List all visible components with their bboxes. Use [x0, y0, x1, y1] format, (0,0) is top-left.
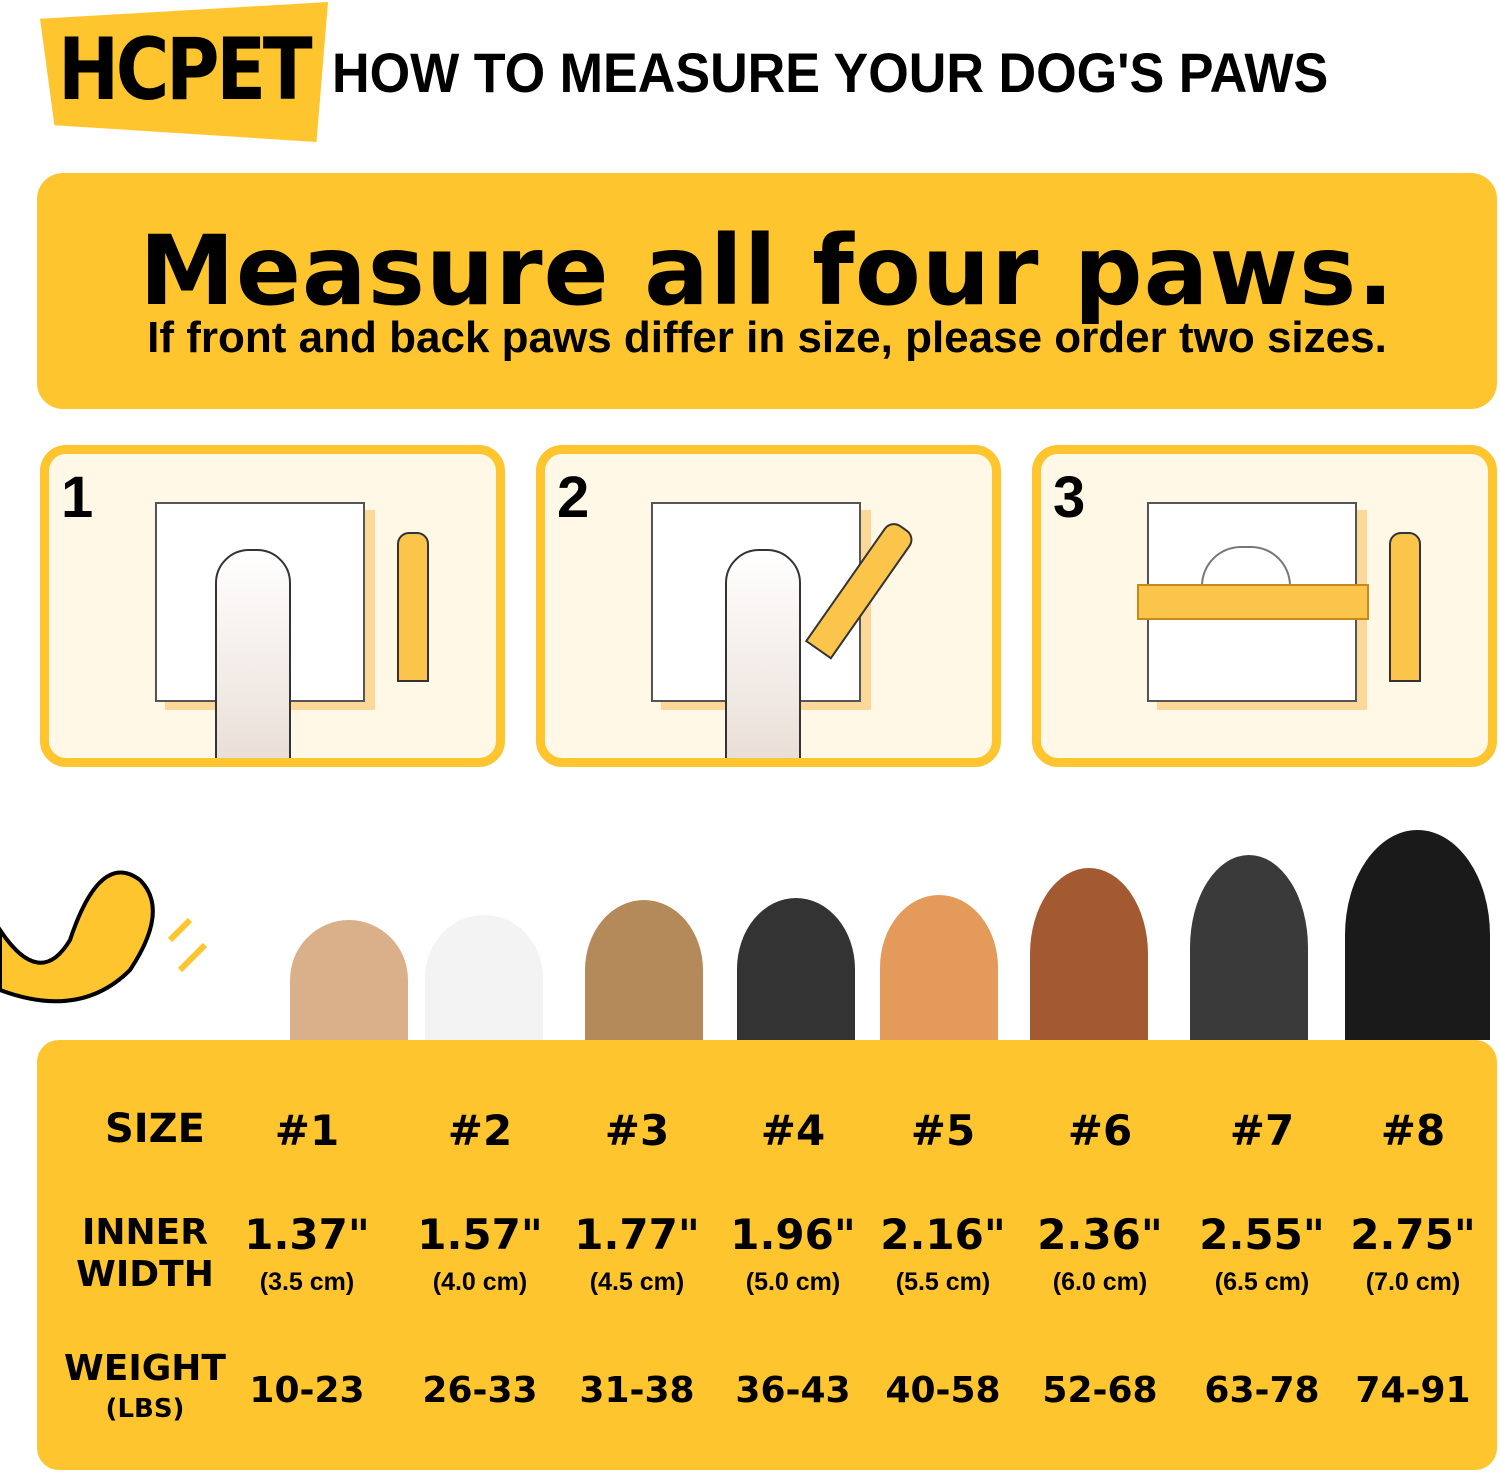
weight-range: 26-33 [422, 1370, 538, 1411]
page-title: HOW TO MEASURE YOUR DOG'S PAWS [332, 41, 1329, 104]
ruler-icon [1137, 584, 1369, 620]
step-number: 3 [1053, 465, 1086, 530]
inner-width-cm: (6.0 cm) [1052, 1268, 1148, 1296]
inner-width-inch: 2.16" [880, 1210, 1006, 1259]
inner-width-inch: 1.77" [574, 1210, 700, 1259]
inner-width-inch: 1.57" [417, 1210, 543, 1259]
inner-width-cm: (3.5 cm) [259, 1268, 355, 1296]
inner-width-cm: (5.0 cm) [745, 1268, 841, 1296]
size-value: #4 [760, 1106, 826, 1155]
inner-width-inch: 2.75" [1350, 1210, 1476, 1259]
size-value: #2 [447, 1106, 513, 1155]
instruction-banner: Measure all four paws. If front and back… [37, 173, 1497, 409]
size-chart: SIZE INNER WIDTH WEIGHT (LBS) #1 1.37" (3.… [37, 1040, 1497, 1470]
dog-rottweiler-image [1345, 830, 1490, 1040]
dog-shiba-image [880, 895, 998, 1040]
size-value: #7 [1229, 1106, 1295, 1155]
logo-badge [40, 2, 328, 142]
weight-range: 31-38 [579, 1370, 695, 1411]
inner-width-cm: (6.5 cm) [1214, 1268, 1310, 1296]
inner-width-label: INNER [82, 1212, 208, 1253]
weight-range: 40-58 [885, 1370, 1001, 1411]
weight-range: 36-43 [735, 1370, 851, 1411]
step-2-panel: 2 [536, 445, 1001, 767]
pencil-icon [397, 532, 429, 682]
size-value: #5 [910, 1106, 976, 1155]
pencil-icon [1389, 532, 1421, 682]
brand-logo: HCPET [58, 20, 313, 120]
dog-chihuahua-image [290, 920, 408, 1040]
step-3-panel: 3 [1032, 445, 1497, 767]
inner-width-inch: 2.55" [1199, 1210, 1325, 1259]
size-value: #6 [1067, 1106, 1133, 1155]
dog-aussie-image [1030, 868, 1148, 1040]
weight-range: 52-68 [1042, 1370, 1158, 1411]
inner-width-cm: (4.0 cm) [432, 1268, 528, 1296]
dog-schnauzer-image [737, 898, 855, 1040]
dog-paw-icon [725, 549, 801, 758]
size-value: #3 [604, 1106, 670, 1155]
step-1-panel: 1 [40, 445, 505, 767]
size-value: #8 [1380, 1106, 1446, 1155]
inner-width-label: WIDTH [76, 1254, 214, 1295]
paw-outline-icon [1201, 546, 1291, 616]
weight-range: 63-78 [1204, 1370, 1320, 1411]
weight-unit-label: (LBS) [105, 1394, 185, 1424]
dog-husky-image [1190, 855, 1308, 1040]
weight-label: WEIGHT [64, 1348, 226, 1389]
dog-yorkie-image [585, 900, 703, 1040]
dog-bichon-image [425, 915, 543, 1040]
size-value: #1 [274, 1106, 340, 1155]
inner-width-inch: 1.96" [730, 1210, 856, 1259]
inner-width-inch: 1.37" [244, 1210, 370, 1259]
inner-width-cm: (7.0 cm) [1365, 1268, 1461, 1296]
size-label: SIZE [104, 1106, 206, 1152]
banner-title: Measure all four paws. [139, 215, 1395, 327]
step-number: 2 [557, 465, 590, 530]
inner-width-cm: (5.5 cm) [895, 1268, 991, 1296]
dog-paw-icon [215, 549, 291, 758]
inner-width-cm: (4.5 cm) [589, 1268, 685, 1296]
weight-range: 10-23 [249, 1370, 365, 1411]
weight-range: 74-91 [1355, 1370, 1471, 1411]
inner-width-inch: 2.36" [1037, 1210, 1163, 1259]
decorative-swoosh-icon [0, 870, 208, 1004]
step-number: 1 [61, 465, 94, 530]
banner-subtitle: If front and back paws differ in size, p… [147, 313, 1387, 362]
